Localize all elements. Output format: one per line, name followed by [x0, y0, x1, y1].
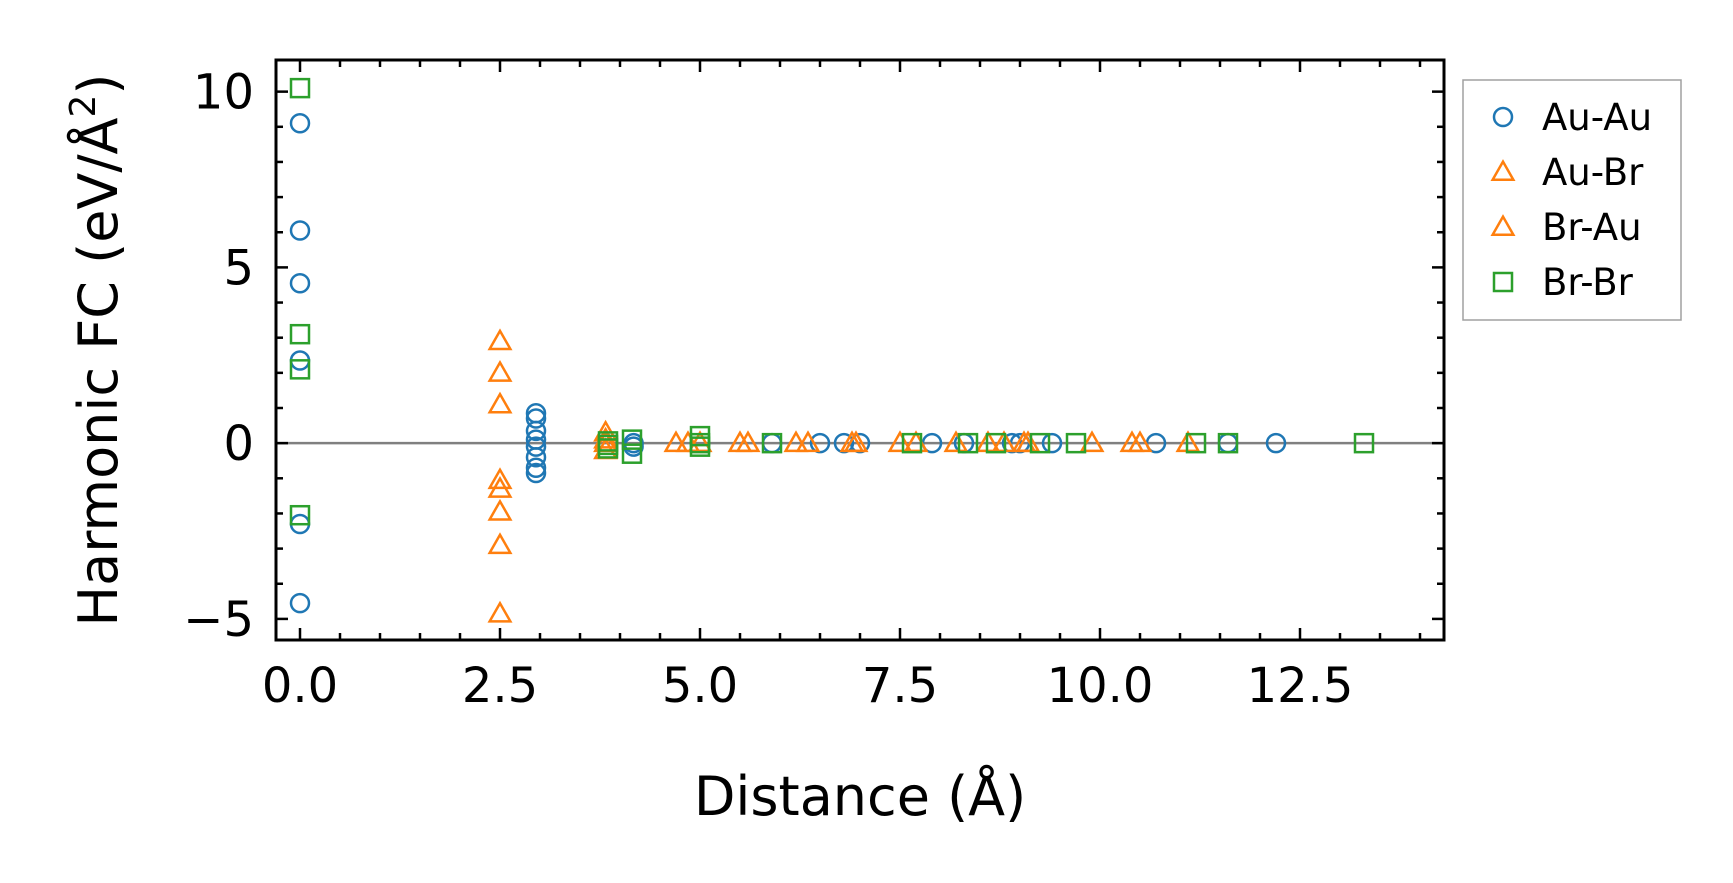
y-axis-label-superscript: 2: [63, 95, 104, 118]
point-au-br: [487, 532, 513, 555]
point-au-br: [487, 391, 513, 414]
point-au-au: [1265, 432, 1287, 454]
x-tick-label: 12.5: [1247, 658, 1354, 714]
point-br-br: [901, 432, 923, 454]
point-au-br: [487, 328, 513, 351]
point-au-br: [1079, 430, 1105, 453]
y-tick-label: 10: [193, 65, 254, 121]
point-au-au: [525, 436, 547, 457]
point-au-au: [525, 408, 547, 429]
point-au-br: [675, 430, 701, 453]
point-br-br: [957, 432, 979, 454]
point-au-br: [487, 475, 513, 498]
x-tick-label: 5.0: [662, 658, 738, 714]
y-tick-label: 5: [223, 240, 254, 296]
point-au-au: [525, 457, 547, 479]
point-au-au: [525, 446, 547, 468]
point-au-au: [289, 272, 311, 294]
legend-label-br-au: Br-Au: [1542, 206, 1642, 249]
point-au-br: [663, 430, 689, 453]
point-br-au: [843, 430, 869, 453]
point-au-au: [289, 592, 311, 614]
point-au-br: [487, 359, 513, 382]
legend-label-au-br: Au-Br: [1542, 151, 1644, 194]
series-br-br: [289, 77, 1375, 526]
y-tick-label: 0: [223, 416, 254, 472]
point-au-au: [525, 462, 547, 484]
point-br-br: [289, 504, 311, 526]
point-br-br: [1065, 432, 1087, 454]
legend-label-au-au: Au-Au: [1542, 96, 1652, 139]
legend-marker-au-br: [1490, 159, 1516, 182]
plot-frame: [274, 58, 1446, 642]
point-au-au: [289, 220, 311, 241]
point-br-br: [1185, 432, 1207, 454]
point-br-br: [621, 429, 643, 450]
point-au-br: [735, 430, 761, 453]
point-au-br: [487, 467, 513, 490]
point-br-br: [289, 77, 311, 99]
point-au-br: [487, 498, 513, 521]
point-br-br: [1217, 432, 1239, 454]
point-au-br: [943, 430, 969, 453]
x-tick-label: 10.0: [1047, 658, 1154, 714]
legend-marker-au-au: [1492, 106, 1514, 128]
data-marks: [289, 77, 1375, 623]
point-au-au: [289, 113, 311, 134]
x-tick-label: 2.5: [462, 658, 538, 714]
legend-box: [1462, 79, 1682, 321]
y-axis-label-main: Harmonic FC (eV/Å: [66, 117, 130, 626]
x-tick-label: 0.0: [262, 658, 338, 714]
point-au-br: [487, 600, 513, 623]
point-br-br: [289, 323, 311, 345]
point-br-br: [1029, 432, 1051, 454]
point-au-au: [525, 420, 547, 442]
legend-label-br-br: Br-Br: [1542, 261, 1634, 304]
point-br-br: [761, 432, 783, 454]
legend-marker-br-br: [1492, 271, 1514, 293]
point-br-au: [1015, 430, 1041, 453]
point-au-br: [783, 430, 809, 453]
y-axis-label-suffix: ): [67, 74, 130, 95]
point-au-br: [887, 430, 913, 453]
y-axis-label: Harmonic FC (eV/Å2): [63, 74, 130, 627]
point-br-br: [985, 432, 1007, 454]
point-br-br: [289, 359, 311, 380]
y-tick-label: −5: [183, 592, 254, 648]
point-br-au: [1127, 430, 1153, 453]
point-br-br: [621, 443, 643, 464]
point-br-br: [689, 436, 711, 457]
legend: Au-Au Au-Br Br-Au Br-Br: [1462, 79, 1682, 321]
legend-marker-br-au: [1490, 214, 1516, 237]
point-br-br: [1353, 432, 1375, 454]
point-br-br: [597, 438, 619, 459]
point-au-au: [623, 436, 644, 457]
point-au-br: [795, 430, 821, 453]
x-tick-label: 7.5: [862, 658, 938, 714]
x-axis-label: Distance (Å): [694, 764, 1026, 828]
tick-labels: 0.0 2.5 5.0 7.5 10.0 12.5 −5 0 5 10: [183, 65, 1353, 714]
point-au-au: [1041, 432, 1063, 454]
